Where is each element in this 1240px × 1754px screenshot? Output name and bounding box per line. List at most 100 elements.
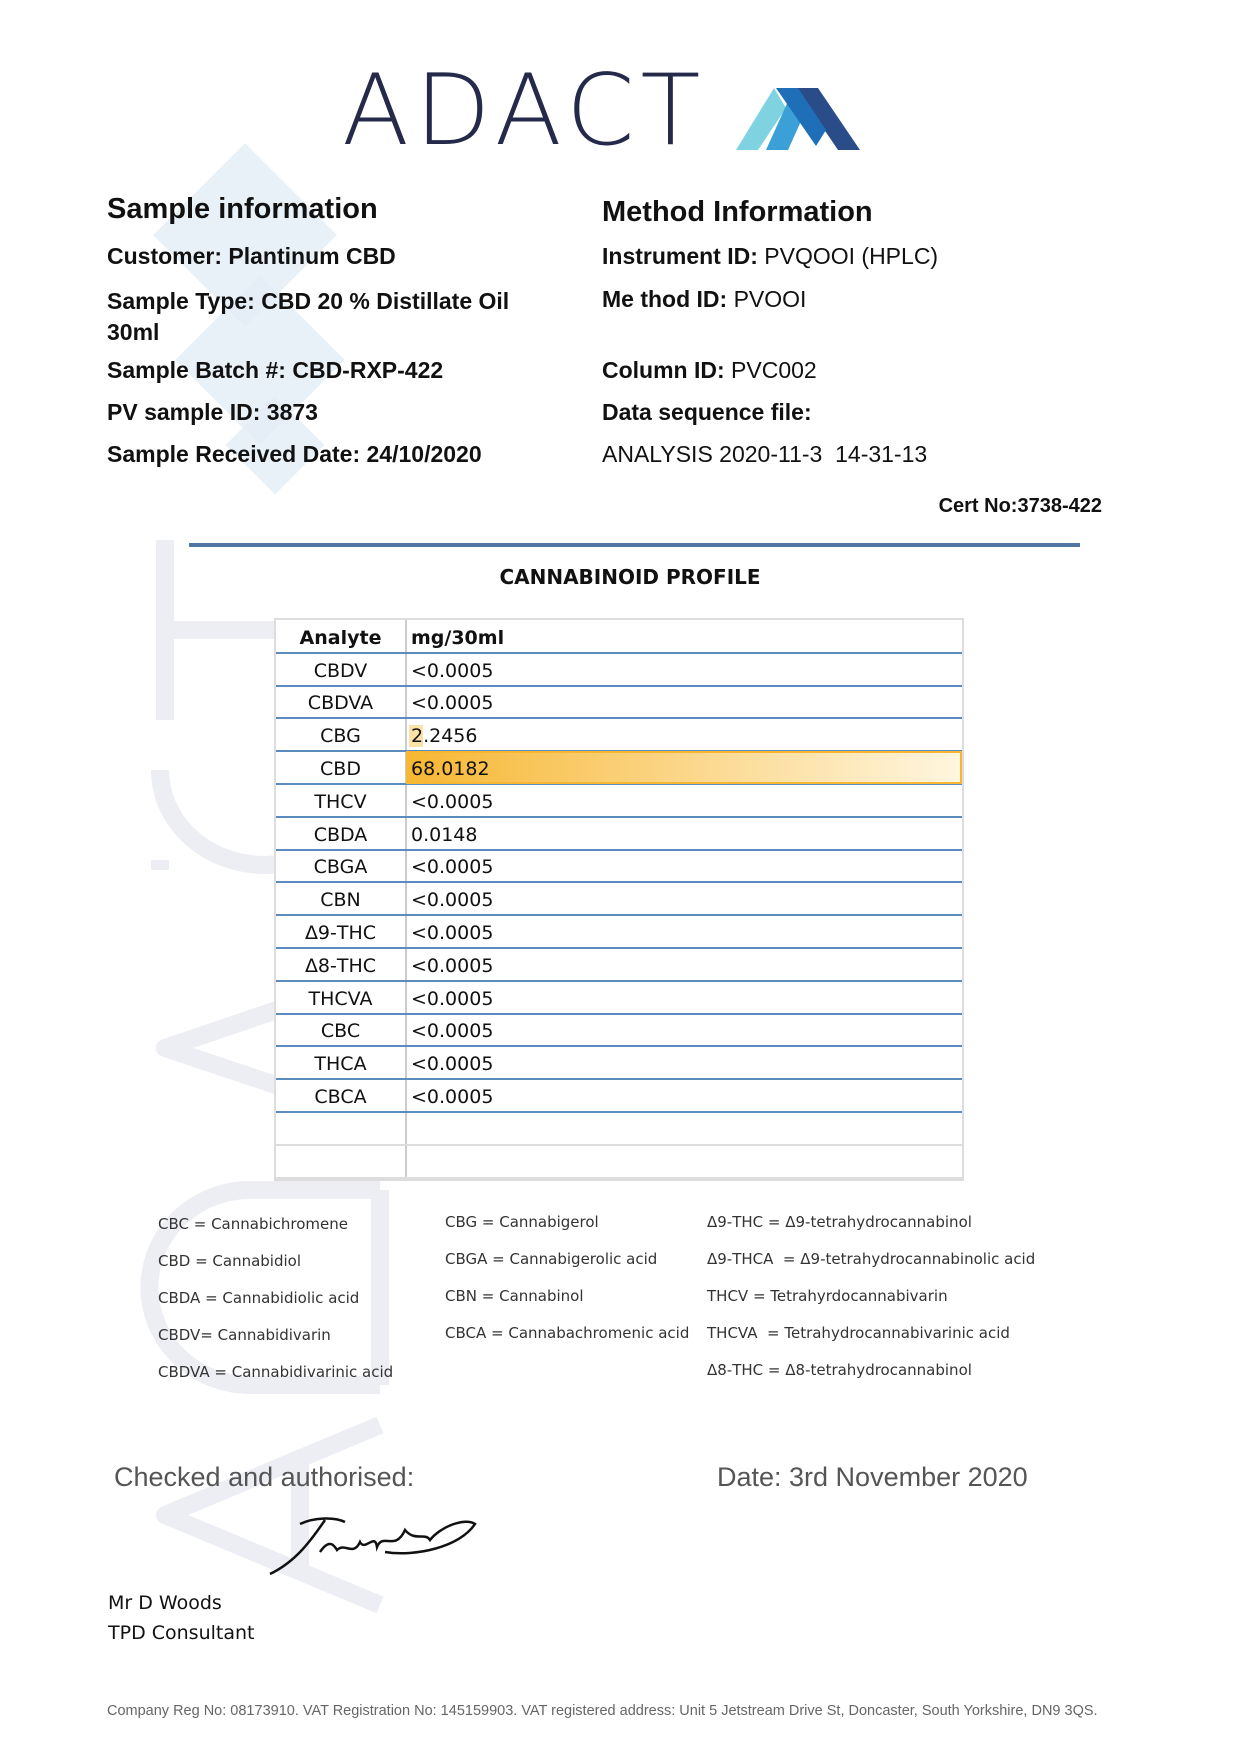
legend-item: CBD = Cannabidiol [158, 1252, 302, 1270]
sequence-file-row: Data sequence file: [602, 399, 812, 426]
signature-icon [269, 1517, 477, 1576]
amount-cell: <0.0005 [406, 849, 962, 884]
empty-cell [406, 1144, 962, 1179]
legend-item: THCV = Tetrahyrdocannabivarin [707, 1287, 948, 1305]
table-row: CBGA <0.0005 [276, 849, 962, 884]
analyte-cell: CBC [276, 1013, 407, 1048]
table-row: THCVA <0.0005 [276, 980, 962, 1015]
analyte-cell: CBDVA [276, 685, 407, 720]
table-header-row: Analyte mg/30ml [276, 620, 962, 654]
analyte-cell: CBG [276, 718, 407, 753]
amount-cell: <0.0005 [406, 1046, 962, 1081]
analyte-cell: Δ9-THC [276, 915, 407, 949]
analyte-cell: THCA [276, 1046, 407, 1081]
value: CBD-RXP-422 [292, 357, 444, 383]
analyte-cell: CBN [276, 882, 407, 917]
legend-item: Δ9-THCA = Δ9-tetrahydrocannabinolic acid [707, 1250, 1036, 1268]
legend-item: Δ9-THC = Δ9-tetrahydrocannabinol [707, 1213, 972, 1231]
empty-row [276, 1111, 962, 1146]
amount-cell: 68.0182 [406, 751, 962, 785]
legend-item: CBN = Cannabinol [445, 1287, 584, 1305]
checked-label: Checked and authorised: [114, 1462, 415, 1492]
legend-item: CBG = Cannabigerol [445, 1213, 599, 1231]
amount-cell: <0.0005 [406, 882, 962, 917]
value: 24/10/2020 [366, 441, 482, 467]
analyte-cell: THCVA [276, 980, 407, 1015]
signatory-role: TPD Consultant [108, 1622, 255, 1644]
amount-cell: <0.0005 [406, 947, 962, 982]
amount-cell: <0.0005 [406, 915, 962, 949]
legend-item: CBDA = Cannabidiolic acid [158, 1289, 360, 1307]
legend-item: CBC = Cannabichromene [158, 1215, 348, 1233]
table-row: CBCA <0.0005 [276, 1079, 962, 1113]
label: Column ID: [602, 357, 725, 383]
logo-text: ADACT [342, 54, 707, 168]
empty-cell [406, 1111, 962, 1146]
legend-col-2: CBG = Cannabigerol CBGA = Cannabigerolic … [445, 1204, 689, 1352]
analyte-cell: Δ8-THC [276, 947, 407, 982]
analyte-cell: THCV [276, 783, 407, 818]
sample-info-heading: Sample information [107, 193, 378, 225]
analyte-cell: CBGA [276, 849, 407, 884]
table-row: THCA <0.0005 [276, 1046, 962, 1081]
table-row: CBC <0.0005 [276, 1013, 962, 1048]
label: Sample Type: [107, 288, 255, 314]
header-analyte: Analyte [276, 620, 407, 654]
table-row: CBN <0.0005 [276, 882, 962, 917]
sample-type-row: Sample Type: CBD 20 % Distillate Oil 30m… [107, 286, 567, 348]
amount-cell: 2.2456 [406, 718, 962, 753]
label: Me thod ID: [602, 286, 728, 312]
table-row: CBDV <0.0005 [276, 652, 962, 687]
legend-col-3: Δ9-THC = Δ9-tetrahydrocannabinol Δ9-THCA … [707, 1204, 1035, 1389]
label: Sample Received Date: [107, 441, 361, 467]
amount-cell: <0.0005 [406, 652, 962, 687]
footer-company-info: Company Reg No: 08173910. VAT Registrati… [107, 1703, 1098, 1719]
signatory-name: Mr D Woods [108, 1592, 222, 1614]
value: 3873 [266, 399, 318, 425]
batch-row: Sample Batch #: CBD-RXP-422 [107, 357, 443, 384]
customer-row: Customer: Plantinum CBD [107, 243, 396, 270]
legend-item: THCVA = Tetrahydrocannabivarinic acid [707, 1324, 1010, 1342]
amount-cell: <0.0005 [406, 685, 962, 720]
label: PV sample ID: [107, 399, 261, 425]
legend-item: Δ8-THC = Δ8-tetrahydrocannabinol [707, 1361, 972, 1379]
amount-cell: <0.0005 [406, 1079, 962, 1113]
table-row: Δ9-THC <0.0005 [276, 915, 962, 949]
instrument-row: Instrument ID: PVQOOI (HPLC) [602, 243, 938, 270]
legend-item: CBGA = Cannabigerolic acid [445, 1250, 658, 1268]
table-row: Δ8-THC <0.0005 [276, 947, 962, 982]
adact-logo-mark-icon [736, 88, 860, 150]
empty-cell [276, 1111, 407, 1146]
cannabinoid-table: Analyte mg/30ml CBDV <0.0005 CBDVA <0.0005 CB… [276, 620, 962, 1179]
header-amount: mg/30ml [406, 620, 962, 654]
empty-row [276, 1144, 962, 1179]
amount-cell: 0.0148 [406, 816, 962, 851]
legend-col-1: CBC = Cannabichromene CBD = Cannabidiol CB… [158, 1206, 393, 1391]
value: PVC002 [731, 357, 817, 383]
profile-table-frame: Analyte mg/30ml CBDV <0.0005 CBDVA <0.0005 CB… [274, 618, 964, 1181]
pv-id-row: PV sample ID: 3873 [107, 399, 318, 426]
amount-cell: <0.0005 [406, 980, 962, 1015]
analyte-cell: CBCA [276, 1079, 407, 1113]
analyte-cell: CBD [276, 751, 407, 785]
table-row: CBG 2.2456 [276, 718, 962, 753]
method-id-row: Me thod ID: PVOOI [602, 286, 806, 313]
table-row: CBD 68.0182 [276, 751, 962, 785]
analyte-cell: CBDV [276, 652, 407, 687]
table-row: CBDA 0.0148 [276, 816, 962, 851]
value: CBD 20 % Distillate Oil 30ml [107, 288, 510, 345]
label: Instrument ID: [602, 243, 758, 269]
table-row: CBDVA <0.0005 [276, 685, 962, 720]
profile-title: CANNABINOID PROFILE [499, 565, 761, 589]
legend-item: CBDVA = Cannabidivarinic acid [158, 1363, 394, 1381]
value: PVOOI [733, 286, 807, 312]
value: Plantinum CBD [228, 243, 396, 269]
legend-item: CBCA = Cannabachromenic acid [445, 1324, 690, 1342]
label: Data sequence file: [602, 399, 812, 425]
method-info-heading: Method Information [602, 196, 873, 228]
cert-number: Cert No:3738-422 [938, 495, 1102, 517]
label: Customer: [107, 243, 223, 269]
column-id-row: Column ID: PVC002 [602, 357, 817, 384]
legend-item: CBDV= Cannabidivarin [158, 1326, 331, 1344]
report-date: Date: 3rd November 2020 [717, 1462, 1028, 1492]
